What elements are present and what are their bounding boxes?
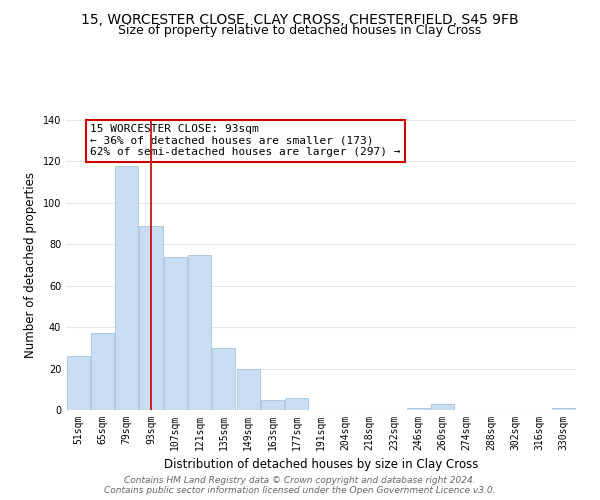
Text: Contains HM Land Registry data © Crown copyright and database right 2024.
Contai: Contains HM Land Registry data © Crown c… (104, 476, 496, 495)
Bar (261, 400, 284, 410)
Bar (212, 348, 235, 410)
X-axis label: Distribution of detached houses by size in Clay Cross: Distribution of detached houses by size … (164, 458, 478, 471)
Text: 15 WORCESTER CLOSE: 93sqm
← 36% of detached houses are smaller (173)
62% of semi: 15 WORCESTER CLOSE: 93sqm ← 36% of detac… (90, 124, 401, 158)
Text: 15, WORCESTER CLOSE, CLAY CROSS, CHESTERFIELD, S45 9FB: 15, WORCESTER CLOSE, CLAY CROSS, CHESTER… (81, 12, 519, 26)
Bar (188, 254, 211, 410)
Bar (115, 166, 138, 410)
Bar (164, 256, 187, 410)
Bar (67, 356, 89, 410)
Bar (553, 408, 575, 410)
Y-axis label: Number of detached properties: Number of detached properties (24, 172, 37, 358)
Bar (236, 368, 260, 410)
Bar (285, 398, 308, 410)
Bar (91, 334, 114, 410)
Bar (407, 408, 430, 410)
Bar (431, 404, 454, 410)
Text: Size of property relative to detached houses in Clay Cross: Size of property relative to detached ho… (118, 24, 482, 37)
Bar (139, 226, 163, 410)
